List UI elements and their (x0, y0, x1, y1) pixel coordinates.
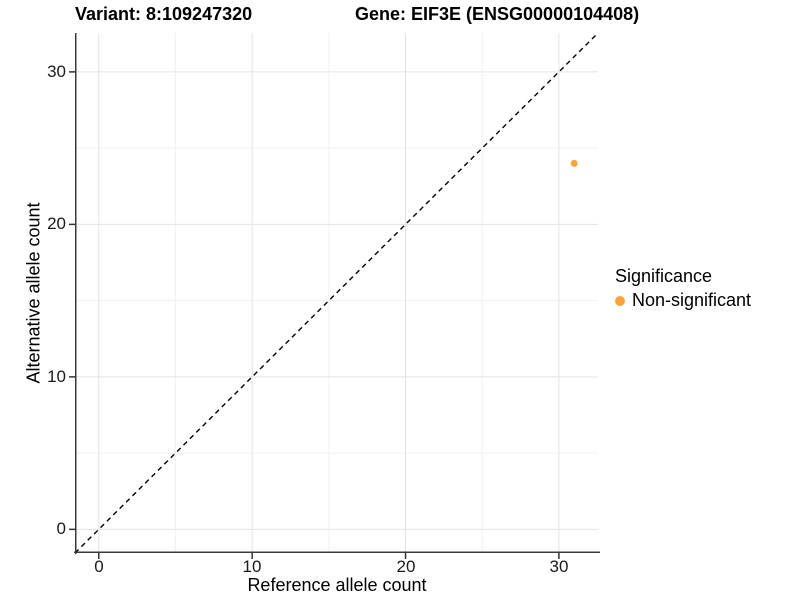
legend-entry-label: Non-significant (632, 290, 752, 310)
scatter-plot-canvas (69, 32, 600, 559)
y-tick-label-10: 10 (47, 367, 66, 386)
y-tick-label-0: 0 (56, 519, 66, 538)
plot-panel (69, 32, 600, 559)
legend-key-dot-icon (615, 295, 625, 306)
legend-entry-non-significant: Non-significant (615, 290, 797, 311)
plot-title-variant: Variant: 8:109247320 (75, 4, 253, 24)
y-tick-label-30: 30 (47, 62, 66, 81)
identity-line (74, 32, 599, 554)
legend: Significance Non-significant (615, 266, 797, 311)
x-tick-label-30: 30 (549, 557, 569, 576)
y-tick-label-20: 20 (47, 214, 66, 233)
plot-title-gene: Gene: EIF3E (ENSG00000104408) (355, 4, 640, 24)
x-tick-label-0: 0 (94, 557, 104, 576)
x-tick-label-10: 10 (242, 557, 262, 576)
x-axis-title: Reference allele count (247, 575, 427, 595)
legend-title: Significance (615, 266, 713, 286)
x-tick-label-20: 20 (396, 557, 416, 576)
data-point-non-significant (570, 159, 578, 167)
